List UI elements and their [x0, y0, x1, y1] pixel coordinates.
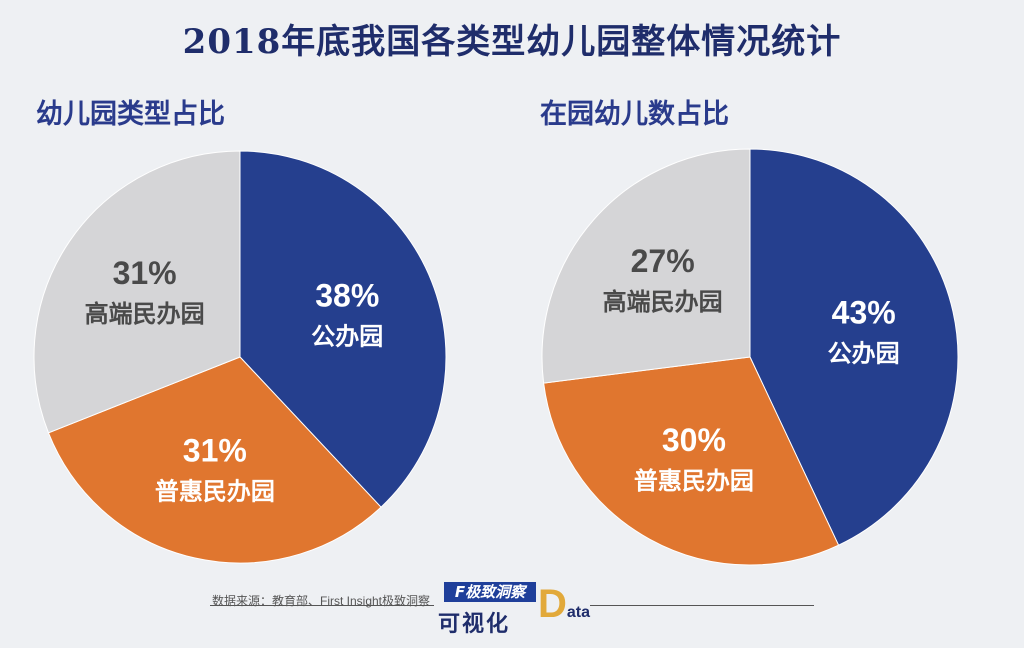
source-note: 数据来源：教育部、First Insight极致洞察	[212, 594, 431, 608]
pie-1-pct-public: 38%	[315, 278, 379, 314]
data-logo-rest: ata	[566, 604, 591, 621]
brand-name: 可视化	[438, 612, 511, 637]
pie-2-label-puhui: 普惠民办园	[634, 467, 754, 495]
pie-1-pct-gaoduan: 31%	[113, 255, 177, 291]
pie-1-label-public: 公办园	[311, 323, 383, 351]
pie-1-slice-public	[239, 150, 447, 508]
data-logo-letter: D	[538, 582, 567, 626]
pie-1-pct-puhui: 31%	[183, 433, 247, 469]
pie-2-pct-gaoduan: 27%	[631, 243, 695, 279]
brand-logo: F极致洞察	[444, 582, 536, 602]
pie-1-label-puhui: 普惠民办园	[155, 478, 275, 506]
pie-2-pct-puhui: 30%	[662, 422, 726, 458]
pie-2-slice-puhui	[543, 356, 840, 566]
pie-2-slice-gaoduan	[541, 148, 751, 384]
pie-1-slice-puhui	[47, 356, 382, 564]
pie-1-label-gaoduan: 高端民办园	[85, 300, 205, 328]
pie-1-title: 幼儿园类型占比	[36, 99, 225, 130]
pie-2-slice-public	[749, 148, 959, 546]
pie-2-label-public: 公办园	[828, 340, 900, 368]
pie-2-label-gaoduan: 高端民办园	[603, 288, 723, 316]
data-logo: Data	[538, 580, 590, 637]
page-title: 2018年底我国各类型幼儿园整体情况统计	[182, 22, 842, 62]
pie-2-title: 在园幼儿数占比	[540, 99, 729, 130]
pie-1-slice-gaoduan	[33, 150, 241, 434]
divider-left	[210, 605, 434, 606]
divider-right	[590, 605, 814, 606]
pie-2-pct-public: 43%	[832, 295, 896, 331]
